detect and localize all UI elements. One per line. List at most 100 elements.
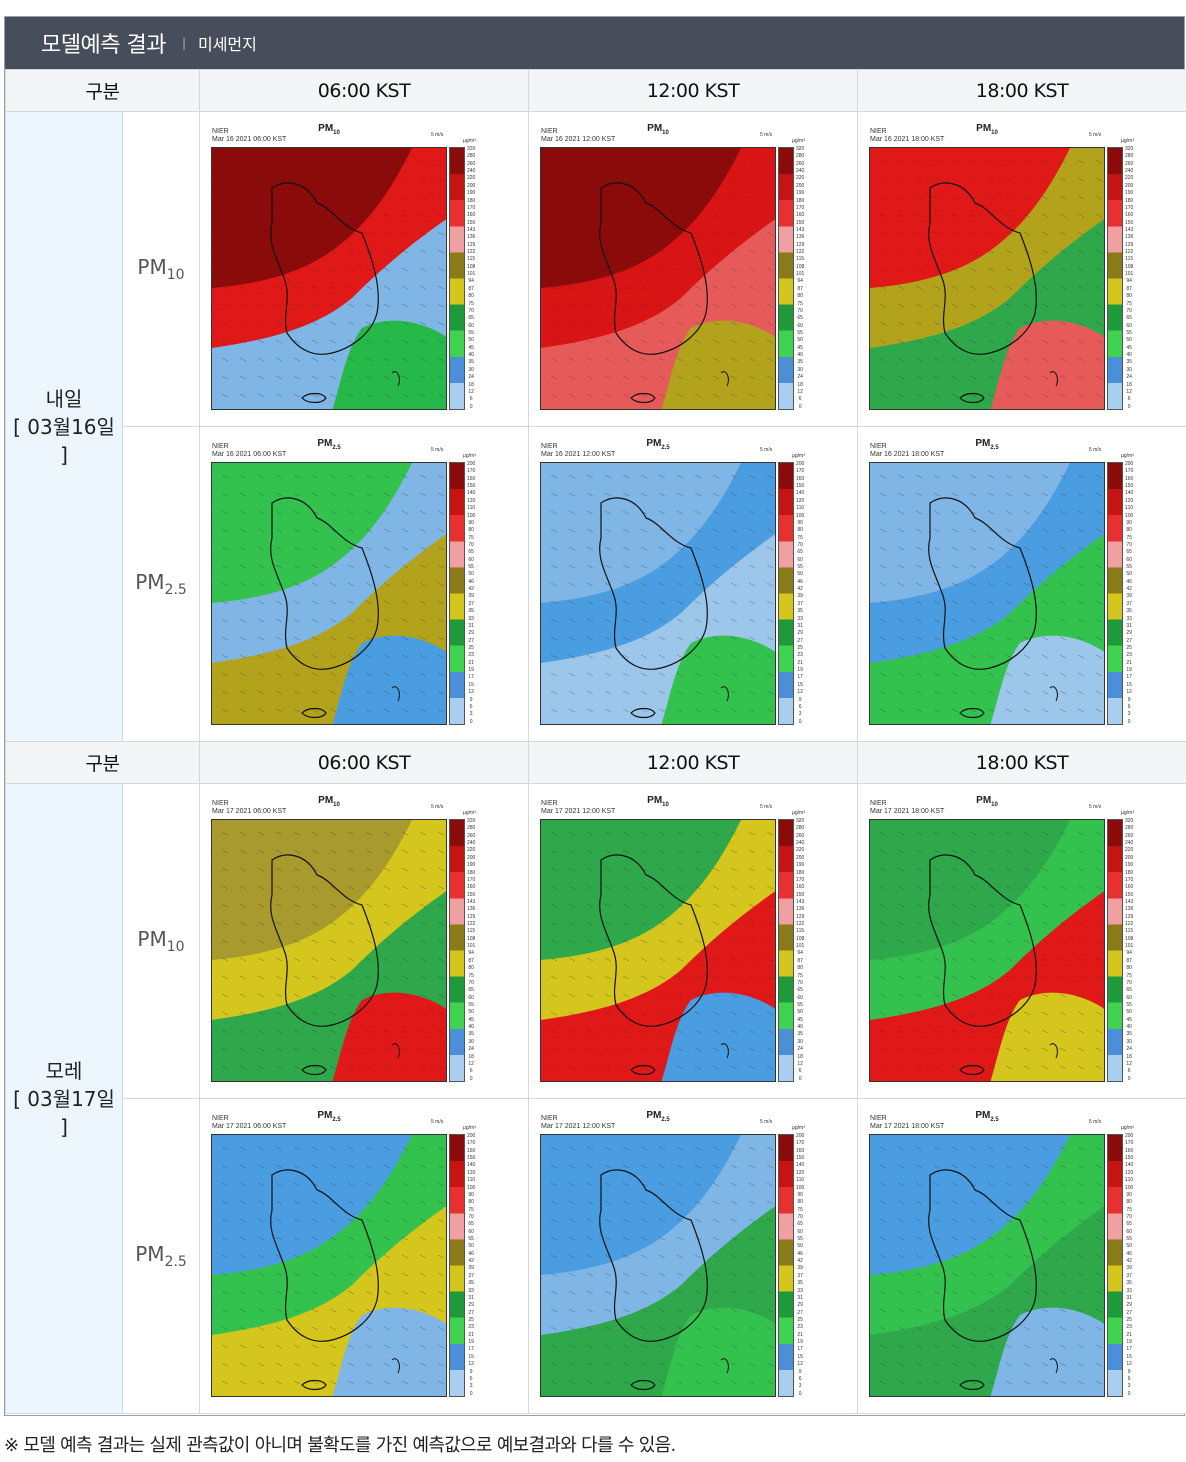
legend-tick: 40 bbox=[797, 1024, 803, 1031]
pollutant-subscript: 2.5 bbox=[164, 1254, 187, 1270]
pollutant-label: PM2.5 bbox=[122, 1098, 200, 1414]
legend-tick: 6 bbox=[469, 396, 473, 403]
legend-tick: 180 bbox=[467, 869, 476, 876]
legend-tick: 35 bbox=[1126, 1280, 1132, 1287]
legend-tick: 9 bbox=[1127, 696, 1131, 703]
legend-tick: 50 bbox=[468, 337, 474, 344]
legend-tick: 0 bbox=[1127, 1075, 1131, 1082]
time-header: 06:00 KST bbox=[199, 741, 529, 784]
legend-tick: 190 bbox=[467, 862, 476, 869]
legend-tick: 70 bbox=[1126, 979, 1132, 986]
forecast-map[interactable]: NIER Mar 17 2021 18:00 KST PM10 5 m/s µg/m³ 3… bbox=[867, 791, 1177, 1091]
legend-tick: 42 bbox=[1126, 586, 1132, 593]
map-cell: NIER Mar 16 2021 18:00 KST PM10 5 m/s µg/m³ 3… bbox=[857, 111, 1186, 427]
forecast-map[interactable]: NIER Mar 16 2021 12:00 KST PM2.5 5 m/s µg/m³… bbox=[538, 434, 848, 734]
forecast-map[interactable]: NIER Mar 16 2021 06:00 KST PM10 5 m/s µg/m³ 3… bbox=[209, 119, 519, 419]
legend-tick: 160 bbox=[467, 475, 476, 482]
map-title-main: PM bbox=[646, 1110, 662, 1121]
unit-label: µg/m³ bbox=[463, 810, 476, 816]
legend-tick: 100 bbox=[467, 1184, 476, 1191]
legend-tick: 17 bbox=[1126, 1346, 1132, 1353]
map-title: PM2.5 bbox=[867, 1110, 1107, 1123]
legend-tick: 27 bbox=[468, 1309, 474, 1316]
legend-tick: 9 bbox=[798, 1368, 802, 1375]
forecast-table: 구분 06:00 KST 12:00 KST 18:00 KST 내일[ 03월16일 … bbox=[5, 69, 1186, 1414]
forecast-map[interactable]: NIER Mar 16 2021 06:00 KST PM2.5 5 m/s µg/m³… bbox=[209, 434, 519, 734]
concentration-field bbox=[869, 147, 1105, 410]
legend-tick: 150 bbox=[467, 1155, 476, 1162]
legend-tick: 80 bbox=[468, 527, 474, 534]
legend-tick: 65 bbox=[468, 315, 474, 322]
forecast-map[interactable]: NIER Mar 17 2021 18:00 KST PM2.5 5 m/s µg/m³… bbox=[867, 1106, 1177, 1406]
legend-tick: 19 bbox=[797, 667, 803, 674]
legend-tick: 55 bbox=[468, 329, 474, 336]
legend-tick: 120 bbox=[1125, 497, 1134, 504]
legend-tick: 30 bbox=[1126, 1038, 1132, 1045]
legend-tick: 45 bbox=[1126, 1016, 1132, 1023]
legend-tick: 60 bbox=[468, 322, 474, 329]
legend-tick: 18 bbox=[797, 381, 803, 388]
legend-tick: 29 bbox=[468, 1302, 474, 1309]
legend-tick: 150 bbox=[1125, 219, 1134, 226]
legend-tick: 15 bbox=[797, 1353, 803, 1360]
time-header: 06:00 KST bbox=[199, 69, 529, 112]
legend-tick: 19 bbox=[1126, 1339, 1132, 1346]
legend-tick: 17 bbox=[1126, 674, 1132, 681]
map-title-main: PM bbox=[975, 1110, 991, 1121]
legend-tick: 280 bbox=[467, 153, 476, 160]
pollutant-subscript: 10 bbox=[166, 939, 185, 955]
legend-tick: 90 bbox=[468, 519, 474, 526]
legend-tick: 200 bbox=[1125, 854, 1134, 861]
legend-tick: 110 bbox=[1125, 1177, 1134, 1184]
legend-tick: 101 bbox=[1125, 271, 1134, 278]
forecast-map[interactable]: NIER Mar 17 2021 06:00 KST PM10 5 m/s µg/m³ 3… bbox=[209, 791, 519, 1091]
legend-tick: 115 bbox=[796, 928, 805, 935]
map-svg bbox=[212, 1135, 446, 1396]
legend-tick: 60 bbox=[468, 556, 474, 563]
map-title: PM10 bbox=[209, 795, 449, 808]
legend-tick: 70 bbox=[797, 1213, 803, 1220]
legend-tick: 260 bbox=[467, 832, 476, 839]
forecast-map[interactable]: NIER Mar 16 2021 12:00 KST PM10 5 m/s µg/m³ 3… bbox=[538, 119, 848, 419]
legend-tick: 320 bbox=[1125, 818, 1134, 824]
forecast-map[interactable]: NIER Mar 16 2021 18:00 KST PM10 5 m/s µg/m³ 3… bbox=[867, 119, 1177, 419]
legend-tick: 200 bbox=[796, 854, 805, 861]
legend-tick: 18 bbox=[468, 381, 474, 388]
legend-tick: 50 bbox=[797, 1243, 803, 1250]
map-source-label: NIER bbox=[870, 128, 887, 135]
legend-tick: 24 bbox=[797, 374, 803, 381]
legend-tick: 31 bbox=[468, 1294, 474, 1301]
legend-tick: 60 bbox=[1126, 322, 1132, 329]
legend-tick: 136 bbox=[796, 234, 805, 241]
legend-tick: 140 bbox=[467, 490, 476, 497]
legend-tick: 55 bbox=[797, 564, 803, 571]
map-svg bbox=[212, 820, 446, 1081]
forecast-map[interactable]: NIER Mar 16 2021 18:00 KST PM2.5 5 m/s µg/m³… bbox=[867, 434, 1177, 734]
legend-tick: 143 bbox=[796, 898, 805, 905]
forecast-map[interactable]: NIER Mar 17 2021 12:00 KST PM2.5 5 m/s µg/m³… bbox=[538, 1106, 848, 1406]
legend-tick: 27 bbox=[468, 637, 474, 644]
map-svg bbox=[870, 463, 1104, 724]
map-source-label: NIER bbox=[212, 800, 229, 807]
concentration-field bbox=[540, 1134, 776, 1397]
legend-tick: 108 bbox=[796, 263, 805, 270]
legend-tick: 40 bbox=[1126, 1024, 1132, 1031]
legend-tick: 70 bbox=[468, 1213, 474, 1220]
legend-tick: 170 bbox=[467, 1140, 476, 1147]
legend-tick: 150 bbox=[796, 219, 805, 226]
map-title-sub: 2.5 bbox=[332, 445, 341, 451]
forecast-map[interactable]: NIER Mar 17 2021 06:00 KST PM2.5 5 m/s µg/m³… bbox=[209, 1106, 519, 1406]
pollutant-subscript: 2.5 bbox=[164, 582, 187, 598]
legend-tick: 60 bbox=[797, 556, 803, 563]
legend-tick: 87 bbox=[1126, 285, 1132, 292]
legend-tick: 280 bbox=[1125, 825, 1134, 832]
legend-tick: 260 bbox=[1125, 160, 1134, 167]
pollutant-label: PM10 bbox=[122, 783, 200, 1099]
legend-tick: 120 bbox=[796, 497, 805, 504]
legend-tick: 12 bbox=[468, 1060, 474, 1067]
map-title: PM10 bbox=[538, 795, 778, 808]
legend-tick: 160 bbox=[467, 884, 476, 891]
legend-tick: 55 bbox=[797, 1001, 803, 1008]
forecast-panel: 모델예측 결과 | 미세먼지 구분 06:00 KST 12:00 KST 18:00… bbox=[4, 16, 1186, 1416]
forecast-map[interactable]: NIER Mar 17 2021 12:00 KST PM10 5 m/s µg/m³ 3… bbox=[538, 791, 848, 1091]
